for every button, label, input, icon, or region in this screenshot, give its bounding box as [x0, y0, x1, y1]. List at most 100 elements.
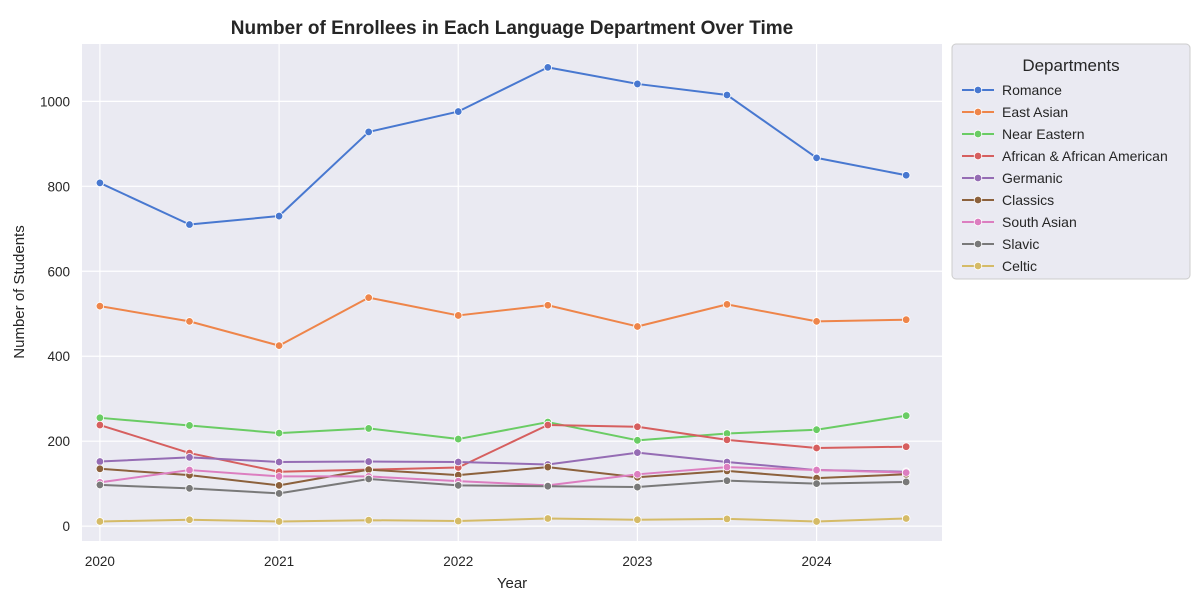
data-point: [633, 422, 642, 431]
legend-label: African & African American: [1002, 148, 1168, 164]
data-point: [274, 481, 284, 490]
data-point: [901, 411, 911, 420]
plot-area: [82, 44, 942, 541]
data-point: [95, 480, 105, 490]
legend-swatch-marker: [973, 173, 983, 183]
data-point: [901, 514, 911, 523]
data-point: [633, 470, 642, 479]
data-point: [812, 317, 821, 326]
data-point: [454, 434, 463, 444]
data-point: [364, 127, 373, 137]
data-point: [364, 457, 373, 466]
data-point: [722, 514, 732, 524]
x-tick-label: 2022: [443, 554, 473, 569]
data-point: [185, 465, 194, 475]
x-tick-labels: 2020 2021 2022 2023 2024: [85, 554, 832, 569]
data-point: [274, 428, 284, 438]
legend-box: [951, 43, 1191, 280]
data-point: [274, 457, 284, 467]
data-point: [364, 293, 373, 302]
data-point: [901, 468, 911, 477]
data-point: [364, 515, 373, 525]
legend-label: Classics: [1002, 192, 1054, 208]
data-point: [454, 107, 463, 116]
legend-swatch-marker: [973, 151, 983, 161]
data-point: [812, 465, 821, 475]
legend-label: Celtic: [1002, 258, 1037, 274]
data-point: [633, 322, 642, 331]
data-point: [901, 171, 911, 180]
data-point: [274, 489, 284, 498]
data-point: [95, 178, 105, 188]
series-line: [99, 296, 907, 347]
data-point: [812, 425, 821, 434]
legend-swatch-marker: [973, 239, 983, 249]
data-point: [185, 220, 194, 229]
data-point: [722, 476, 732, 485]
data-point: [185, 484, 194, 493]
legend: Departments Romance East Asian Near Easter…: [951, 43, 1191, 280]
x-tick-label: 2023: [622, 554, 652, 569]
legend-swatch-marker: [973, 261, 983, 271]
data-point: [185, 421, 194, 430]
legend-swatch-marker: [973, 217, 983, 227]
data-point: [274, 472, 284, 481]
data-point: [454, 457, 463, 467]
data-point: [722, 462, 732, 472]
data-point: [185, 317, 194, 326]
data-point: [543, 462, 553, 472]
legend-label: Near Eastern: [1002, 126, 1084, 142]
y-tick-label: 1000: [40, 94, 70, 109]
data-point: [454, 481, 463, 490]
data-point: [274, 211, 284, 221]
data-point: [454, 516, 463, 526]
data-point: [185, 453, 194, 462]
y-tick-label: 400: [47, 349, 70, 364]
legend-entries: Romance East Asian Near Eastern African & A…: [962, 82, 1168, 274]
data-point: [722, 435, 732, 445]
data-point: [812, 479, 821, 488]
data-point: [543, 514, 553, 523]
legend-label: South Asian: [1002, 214, 1077, 230]
data-point: [633, 436, 642, 445]
legend-swatch-marker: [973, 129, 983, 139]
data-point: [812, 443, 821, 453]
data-point: [274, 517, 284, 526]
data-point: [722, 90, 732, 100]
x-tick-label: 2021: [264, 554, 294, 569]
data-point: [812, 517, 821, 526]
data-point: [543, 63, 553, 72]
data-point: [364, 474, 373, 484]
data-point: [543, 482, 553, 491]
data-point: [901, 477, 911, 487]
series-line: [99, 466, 907, 487]
series-line: [99, 477, 907, 495]
y-tick-label: 0: [62, 519, 70, 534]
series-line: [99, 466, 907, 487]
series-points: [95, 63, 911, 526]
y-tick-label: 600: [47, 264, 70, 279]
y-tick-labels: 0 200 400 600 800 1000: [40, 94, 70, 534]
series-line: [99, 451, 907, 473]
y-tick-label: 200: [47, 434, 70, 449]
data-point: [901, 442, 911, 451]
legend-label: Slavic: [1002, 236, 1039, 252]
data-point: [95, 420, 105, 430]
data-point: [722, 300, 732, 309]
x-axis-label: Year: [497, 575, 527, 592]
series-line: [99, 517, 907, 523]
legend-label: Romance: [1002, 82, 1062, 98]
data-point: [274, 341, 284, 350]
y-axis-label: Number of Students: [11, 225, 28, 358]
y-tick-label: 800: [47, 179, 70, 194]
data-point: [543, 420, 553, 430]
series-line: [99, 424, 907, 473]
data-point: [454, 311, 463, 320]
x-tick-label: 2024: [802, 554, 833, 569]
data-point: [95, 464, 105, 473]
grid-lines: [82, 44, 942, 541]
data-point: [901, 315, 911, 324]
legend-title: Departments: [1022, 56, 1119, 75]
data-point: [364, 424, 373, 433]
